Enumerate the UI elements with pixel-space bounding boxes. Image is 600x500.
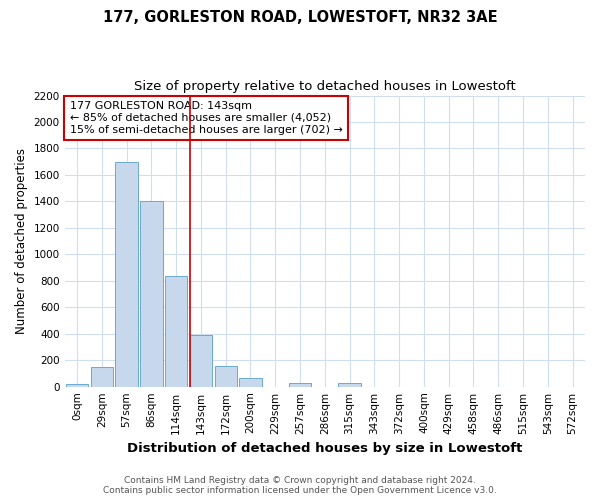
Text: 177 GORLESTON ROAD: 143sqm
← 85% of detached houses are smaller (4,052)
15% of s: 177 GORLESTON ROAD: 143sqm ← 85% of deta…	[70, 102, 343, 134]
Title: Size of property relative to detached houses in Lowestoft: Size of property relative to detached ho…	[134, 80, 516, 93]
Text: Contains HM Land Registry data © Crown copyright and database right 2024.
Contai: Contains HM Land Registry data © Crown c…	[103, 476, 497, 495]
Bar	[165, 276, 187, 386]
Y-axis label: Number of detached properties: Number of detached properties	[15, 148, 28, 334]
Bar	[66, 384, 88, 386]
Bar	[91, 367, 113, 386]
Bar	[190, 335, 212, 386]
Bar	[115, 162, 138, 386]
Bar	[289, 382, 311, 386]
Bar	[140, 202, 163, 386]
Bar	[338, 384, 361, 386]
Text: 177, GORLESTON ROAD, LOWESTOFT, NR32 3AE: 177, GORLESTON ROAD, LOWESTOFT, NR32 3AE	[103, 10, 497, 25]
X-axis label: Distribution of detached houses by size in Lowestoft: Distribution of detached houses by size …	[127, 442, 523, 455]
Bar	[215, 366, 237, 386]
Bar	[239, 378, 262, 386]
